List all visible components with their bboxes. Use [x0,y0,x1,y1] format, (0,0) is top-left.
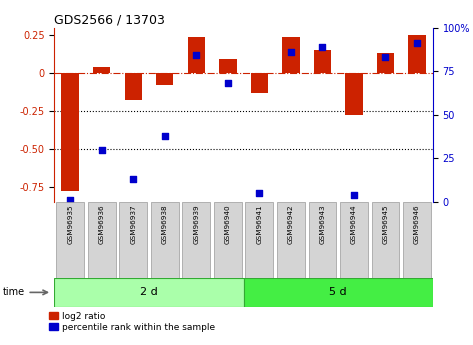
Bar [61,73,79,191]
Bar [408,35,426,73]
Bar [377,53,394,73]
Text: GSM96942: GSM96942 [288,204,294,244]
Bar [56,202,84,278]
Text: GSM96939: GSM96939 [193,204,199,244]
Bar [119,202,147,278]
Text: GSM96940: GSM96940 [225,204,231,244]
Text: GSM96938: GSM96938 [162,204,168,244]
Point [66,197,74,203]
Text: GSM96946: GSM96946 [414,204,420,244]
Point [224,81,232,86]
Text: 5 d: 5 d [329,287,347,297]
Point [350,192,358,198]
Bar [251,73,268,93]
Point [193,53,200,58]
Text: GSM96944: GSM96944 [351,204,357,244]
Text: GSM96936: GSM96936 [99,204,105,244]
Point [319,44,326,50]
Bar [345,73,363,116]
Text: 2 d: 2 d [140,287,158,297]
Bar [219,59,236,73]
Text: GDS2566 / 13703: GDS2566 / 13703 [54,13,165,27]
Point [413,40,421,46]
Bar [314,50,331,73]
Bar [282,37,299,73]
Bar [88,202,115,278]
Text: time: time [2,287,25,297]
Bar [156,73,174,85]
Bar [245,202,273,278]
Bar [93,67,110,73]
Point [287,49,295,55]
Bar [124,73,142,100]
Text: GSM96945: GSM96945 [383,204,388,244]
Point [382,55,389,60]
Text: GSM96937: GSM96937 [130,204,136,244]
Point [255,190,263,196]
Bar [214,202,242,278]
Point [161,133,168,138]
Bar [244,278,433,307]
Bar [188,37,205,73]
Bar [340,202,368,278]
Bar [183,202,210,278]
Bar [54,278,244,307]
Legend: log2 ratio, percentile rank within the sample: log2 ratio, percentile rank within the s… [50,312,215,332]
Point [130,176,137,182]
Text: GSM96943: GSM96943 [319,204,325,244]
Bar [403,202,431,278]
Bar [372,202,399,278]
Bar [277,202,305,278]
Text: GSM96941: GSM96941 [256,204,263,244]
Bar [308,202,336,278]
Text: GSM96935: GSM96935 [67,204,73,244]
Point [98,147,105,152]
Bar [151,202,179,278]
